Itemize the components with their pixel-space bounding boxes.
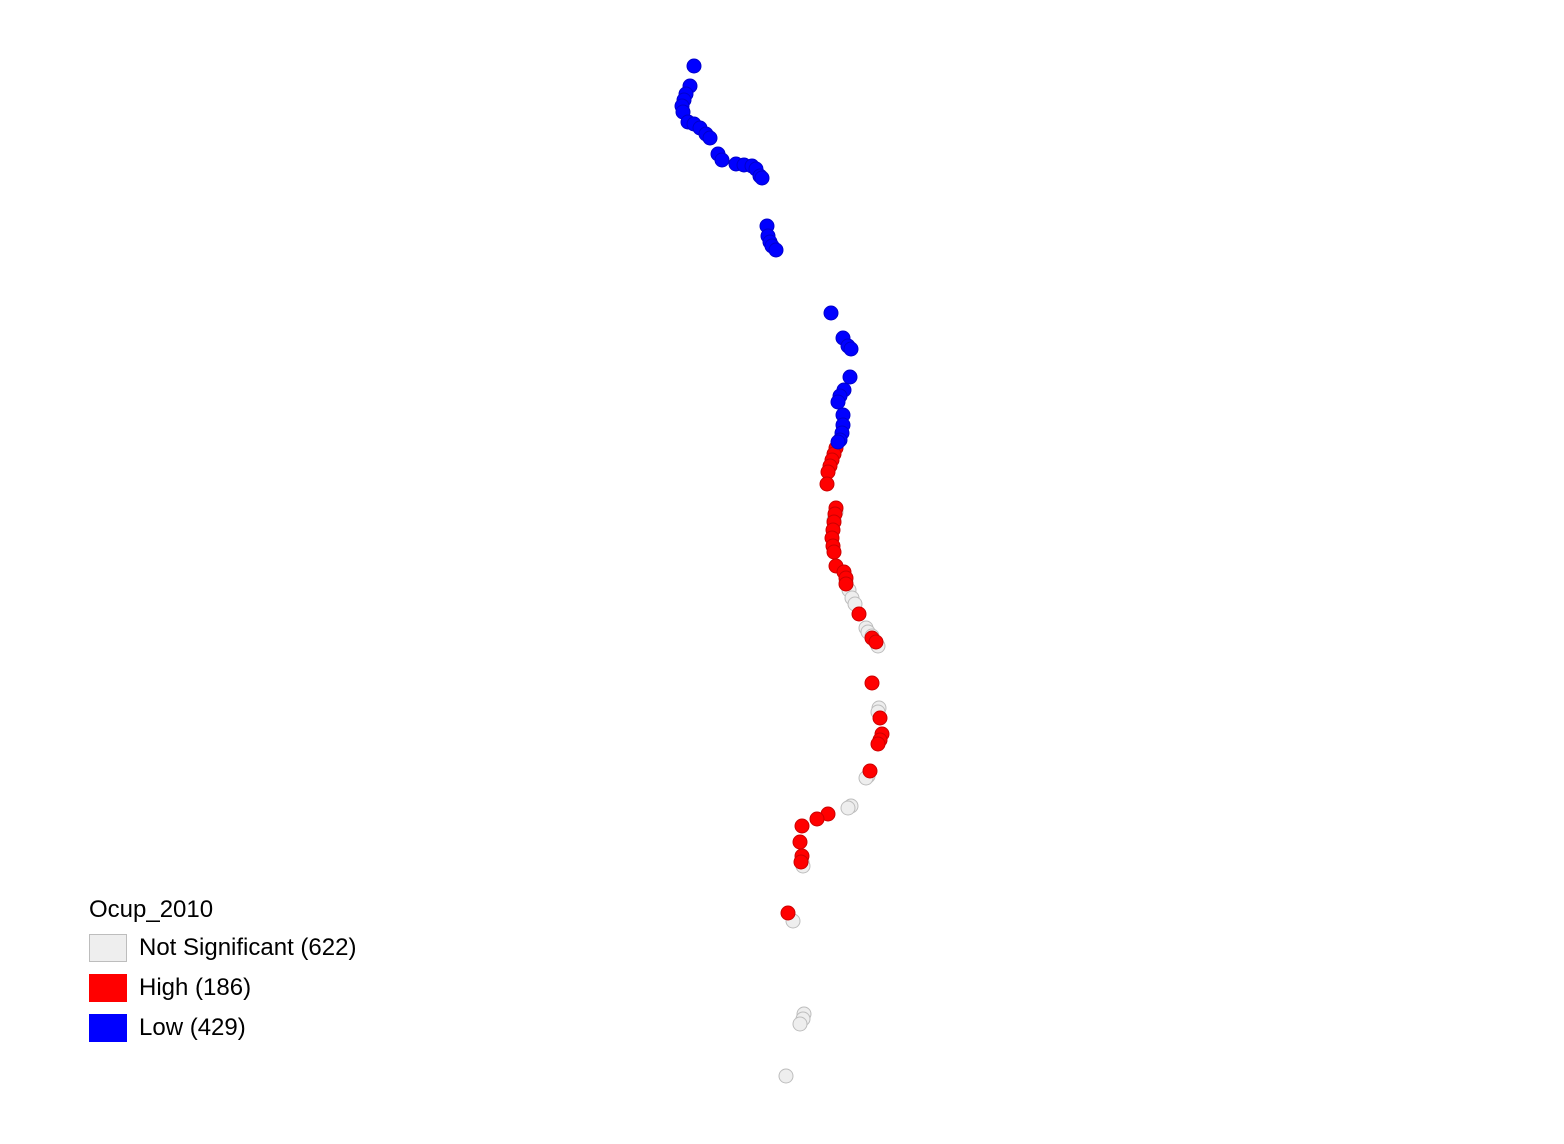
high-point bbox=[870, 736, 886, 752]
high-point bbox=[780, 905, 796, 921]
low-point bbox=[823, 305, 839, 321]
not-significant-point bbox=[778, 1068, 794, 1084]
high-point bbox=[868, 634, 884, 650]
high-point bbox=[793, 854, 809, 870]
high-point bbox=[872, 710, 888, 726]
legend-label-high: High (186) bbox=[139, 974, 252, 1001]
not-significant-point bbox=[840, 800, 856, 816]
legend: Ocup_2010 Not Significant (622) High (18… bbox=[89, 895, 356, 1053]
legend-swatch-high bbox=[89, 974, 127, 1002]
high-point bbox=[809, 811, 825, 827]
low-point bbox=[686, 58, 702, 74]
legend-item-high: High (186) bbox=[89, 973, 356, 1003]
legend-label-low: Low (429) bbox=[139, 1014, 246, 1041]
legend-label-not-significant: Not Significant (622) bbox=[139, 934, 357, 961]
low-point bbox=[714, 152, 730, 168]
low-point bbox=[843, 341, 859, 357]
high-point bbox=[864, 675, 880, 691]
high-point bbox=[792, 834, 808, 850]
low-point bbox=[768, 242, 784, 258]
high-point bbox=[838, 576, 854, 592]
low-point bbox=[842, 369, 858, 385]
legend-swatch-not-significant bbox=[89, 934, 127, 962]
high-point bbox=[851, 606, 867, 622]
legend-item-low: Low (429) bbox=[89, 1013, 356, 1043]
legend-title: Ocup_2010 bbox=[89, 896, 214, 923]
low-point bbox=[754, 170, 770, 186]
low-point bbox=[702, 130, 718, 146]
low-point bbox=[830, 434, 846, 450]
low-point bbox=[830, 394, 846, 410]
high-point bbox=[819, 476, 835, 492]
legend-item-not-significant: Not Significant (622) bbox=[89, 933, 356, 963]
legend-swatch-low bbox=[89, 1014, 127, 1042]
not-significant-point bbox=[792, 1016, 808, 1032]
high-point bbox=[826, 544, 842, 560]
high-point bbox=[794, 818, 810, 834]
high-point bbox=[862, 763, 878, 779]
